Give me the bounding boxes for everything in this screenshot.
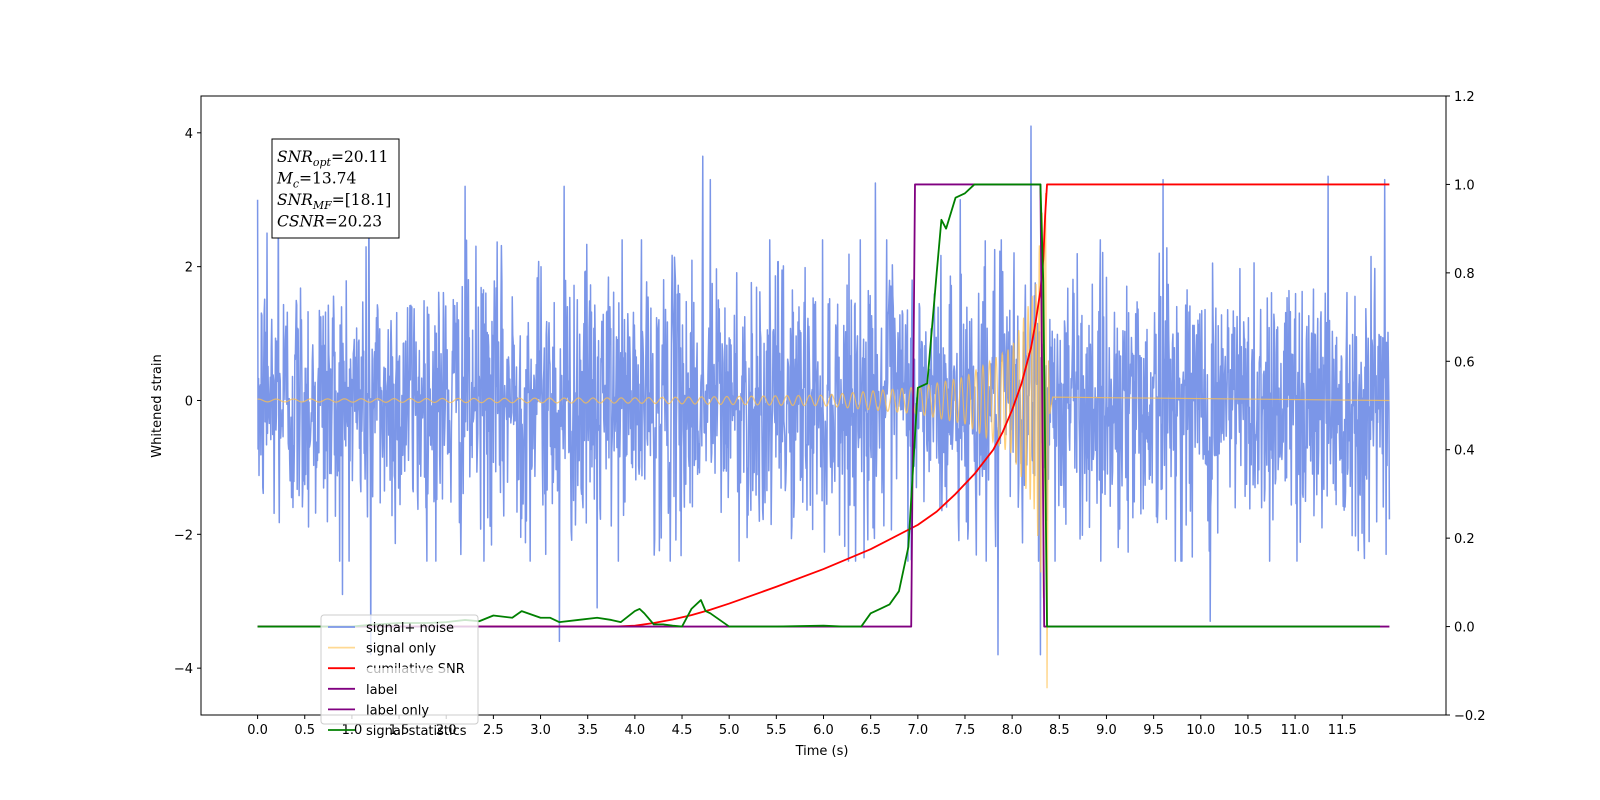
y-axis-label: Whitened strain <box>150 354 165 457</box>
x-tick-label: 10.0 <box>1186 723 1215 738</box>
x-tick-label: 10.5 <box>1233 723 1262 738</box>
x-tick-label: 11.5 <box>1328 723 1357 738</box>
y-right-tick-label: 0.6 <box>1454 355 1475 370</box>
annotation-box: SNRopt=20.11Mc=13.74SNRMF=[18.1]CSNR=20.… <box>271 138 400 239</box>
x-tick-label: 9.0 <box>1096 723 1117 738</box>
x-tick-label: 4.5 <box>672 723 693 738</box>
x-tick-label: 6.5 <box>860 723 881 738</box>
legend-entry: signal statistics <box>366 724 467 739</box>
y-right-tick-label: 0.2 <box>1454 532 1475 547</box>
annotation-frame <box>271 138 400 239</box>
x-tick-label: 3.0 <box>530 723 551 738</box>
x-tick-label: 8.0 <box>1002 723 1023 738</box>
series-signal-plus-noise <box>256 125 1391 656</box>
x-tick-label: 4.0 <box>625 723 646 738</box>
x-tick-label: 0.5 <box>294 723 315 738</box>
annotation-line: Mc=13.74 <box>276 170 357 191</box>
x-tick-label: 7.5 <box>955 723 976 738</box>
x-tick-label: 11.0 <box>1281 723 1310 738</box>
legend-entry: label only <box>366 703 429 718</box>
y-left-tick-label: 4 <box>185 127 193 142</box>
x-tick-label: 8.5 <box>1049 723 1070 738</box>
legend-overlap-shade <box>362 668 450 679</box>
x-tick-label: 5.5 <box>766 723 787 738</box>
legend-entry: signal only <box>366 642 436 657</box>
y-axis-right: −0.2 0.0 0.2 0.4 0.6 0.8 1.0 1.2 <box>1446 90 1486 724</box>
x-tick-label: 9.5 <box>1143 723 1164 738</box>
y-right-tick-label: 0.4 <box>1454 444 1475 459</box>
x-tick-label: 0.0 <box>247 723 268 738</box>
y-right-tick-label: 1.2 <box>1454 90 1475 105</box>
x-axis: 0.0 0.5 1.0 1.5 2.0 2.5 3.0 3.5 4.0 4.5 5.0 5.5 6.0 6… <box>247 715 1357 738</box>
legend-entry: label <box>366 683 397 698</box>
legend-entry: signal+ noise <box>366 621 454 636</box>
annotation-line: CSNR=20.23 <box>277 213 382 231</box>
x-tick-label: 1.5 <box>389 723 410 738</box>
y-right-tick-label: 0.0 <box>1454 621 1475 636</box>
y-left-tick-label: 0 <box>185 394 193 409</box>
y-axis-left: −4 −2 0 2 4 <box>174 127 201 677</box>
annotation-line: SNRMF=[18.1] <box>277 191 391 212</box>
annotation-line: SNRopt=20.11 <box>277 148 388 169</box>
y-left-tick-label: −2 <box>174 528 193 543</box>
x-tick-label: 3.5 <box>577 723 598 738</box>
y-right-tick-label: 0.8 <box>1454 267 1475 282</box>
x-tick-label: 6.0 <box>813 723 834 738</box>
series-signal-statistics <box>257 183 1380 628</box>
y-right-tick-label: 1.0 <box>1454 178 1475 193</box>
y-right-tick-label: −0.2 <box>1454 709 1486 724</box>
x-tick-label: 2.5 <box>483 723 504 738</box>
x-tick-label: 2.0 <box>436 723 457 738</box>
x-tick-label: 7.0 <box>907 723 928 738</box>
x-axis-label: Time (s) <box>795 744 849 759</box>
series-signal-only <box>257 193 1390 689</box>
y-left-tick-label: −4 <box>174 662 193 677</box>
y-left-tick-label: 2 <box>185 261 193 276</box>
series-layer <box>256 125 1391 689</box>
x-tick-label: 5.0 <box>719 723 740 738</box>
